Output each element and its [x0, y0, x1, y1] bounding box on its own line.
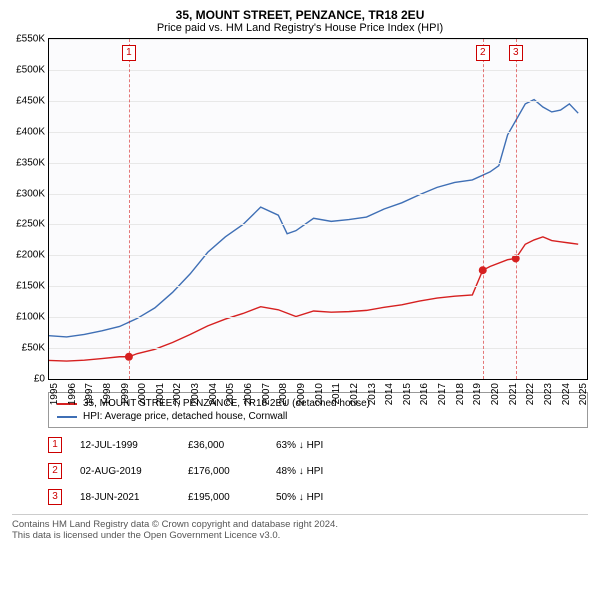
- event-number: 3: [48, 489, 62, 505]
- x-tick-label: 2013: [367, 383, 378, 405]
- event-row: 3 18-JUN-2021 £195,000 50% ↓ HPI: [48, 484, 588, 510]
- y-tick-label: £200K: [16, 250, 45, 261]
- x-tick-label: 2007: [261, 383, 272, 405]
- x-tick-label: 2000: [137, 383, 148, 405]
- x-tick-label: 2016: [419, 383, 430, 405]
- x-tick-label: 2010: [314, 383, 325, 405]
- x-tick-label: 2023: [543, 383, 554, 405]
- event-price: £36,000: [188, 440, 258, 451]
- y-tick-label: £150K: [16, 281, 45, 292]
- event-pct: 63% ↓ HPI: [276, 440, 356, 451]
- y-tick-label: £450K: [16, 95, 45, 106]
- y-tick-label: £0: [34, 374, 45, 385]
- sale-vline: [516, 39, 517, 379]
- y-tick-label: £50K: [22, 343, 45, 354]
- footer: Contains HM Land Registry data © Crown c…: [12, 514, 588, 541]
- y-tick-label: £550K: [16, 34, 45, 45]
- sale-marker-box: 1: [122, 45, 136, 61]
- event-price: £176,000: [188, 466, 258, 477]
- event-pct: 48% ↓ HPI: [276, 466, 356, 477]
- x-tick-label: 1997: [84, 383, 95, 405]
- legend-row: HPI: Average price, detached house, Corn…: [57, 410, 579, 423]
- event-row: 2 02-AUG-2019 £176,000 48% ↓ HPI: [48, 458, 588, 484]
- x-tick-label: 2025: [578, 383, 589, 405]
- x-tick-label: 2002: [172, 383, 183, 405]
- events-table: 1 12-JUL-1999 £36,000 63% ↓ HPI 2 02-AUG-2019…: [48, 432, 588, 510]
- chart-container: 35, MOUNT STREET, PENZANCE, TR18 2EU Pri…: [0, 0, 600, 590]
- x-tick-label: 2017: [437, 383, 448, 405]
- footer-line1: Contains HM Land Registry data © Crown c…: [12, 519, 588, 530]
- y-tick-label: £100K: [16, 312, 45, 323]
- chart-subtitle: Price paid vs. HM Land Registry's House …: [0, 22, 600, 38]
- footer-line2: This data is licensed under the Open Gov…: [12, 530, 588, 541]
- x-tick-label: 2019: [472, 383, 483, 405]
- sale-marker-box: 2: [476, 45, 490, 61]
- x-tick-label: 2003: [190, 383, 201, 405]
- x-tick-label: 2021: [508, 383, 519, 405]
- y-tick-label: £300K: [16, 188, 45, 199]
- event-date: 12-JUL-1999: [80, 440, 170, 451]
- event-pct: 50% ↓ HPI: [276, 492, 356, 503]
- x-tick-label: 2001: [155, 383, 166, 405]
- event-date: 18-JUN-2021: [80, 492, 170, 503]
- x-tick-label: 2012: [349, 383, 360, 405]
- x-tick-label: 2020: [490, 383, 501, 405]
- chart-title: 35, MOUNT STREET, PENZANCE, TR18 2EU: [0, 0, 600, 22]
- x-tick-label: 1998: [102, 383, 113, 405]
- x-tick-label: 2009: [296, 383, 307, 405]
- sale-marker-box: 3: [509, 45, 523, 61]
- event-price: £195,000: [188, 492, 258, 503]
- x-tick-label: 2022: [525, 383, 536, 405]
- x-tick-label: 2015: [402, 383, 413, 405]
- sale-vline: [483, 39, 484, 379]
- event-date: 02-AUG-2019: [80, 466, 170, 477]
- event-number: 1: [48, 437, 62, 453]
- y-tick-label: £500K: [16, 64, 45, 75]
- x-tick-label: 2005: [225, 383, 236, 405]
- event-number: 2: [48, 463, 62, 479]
- x-tick-label: 2024: [561, 383, 572, 405]
- x-tick-label: 2011: [331, 383, 342, 405]
- x-tick-label: 2018: [455, 383, 466, 405]
- y-tick-label: £350K: [16, 157, 45, 168]
- x-tick-label: 1995: [49, 383, 60, 405]
- x-tick-label: 2006: [243, 383, 254, 405]
- x-tick-label: 1996: [67, 383, 78, 405]
- legend-label: HPI: Average price, detached house, Corn…: [83, 411, 287, 422]
- y-tick-label: £250K: [16, 219, 45, 230]
- x-tick-label: 2004: [208, 383, 219, 405]
- x-tick-label: 1999: [120, 383, 131, 405]
- legend-swatch: [57, 416, 77, 418]
- x-tick-label: 2014: [384, 383, 395, 405]
- x-tick-label: 2008: [278, 383, 289, 405]
- sale-vline: [129, 39, 130, 379]
- y-tick-label: £400K: [16, 126, 45, 137]
- plot-area: £0£50K£100K£150K£200K£250K£300K£350K£400…: [48, 38, 588, 380]
- event-row: 1 12-JUL-1999 £36,000 63% ↓ HPI: [48, 432, 588, 458]
